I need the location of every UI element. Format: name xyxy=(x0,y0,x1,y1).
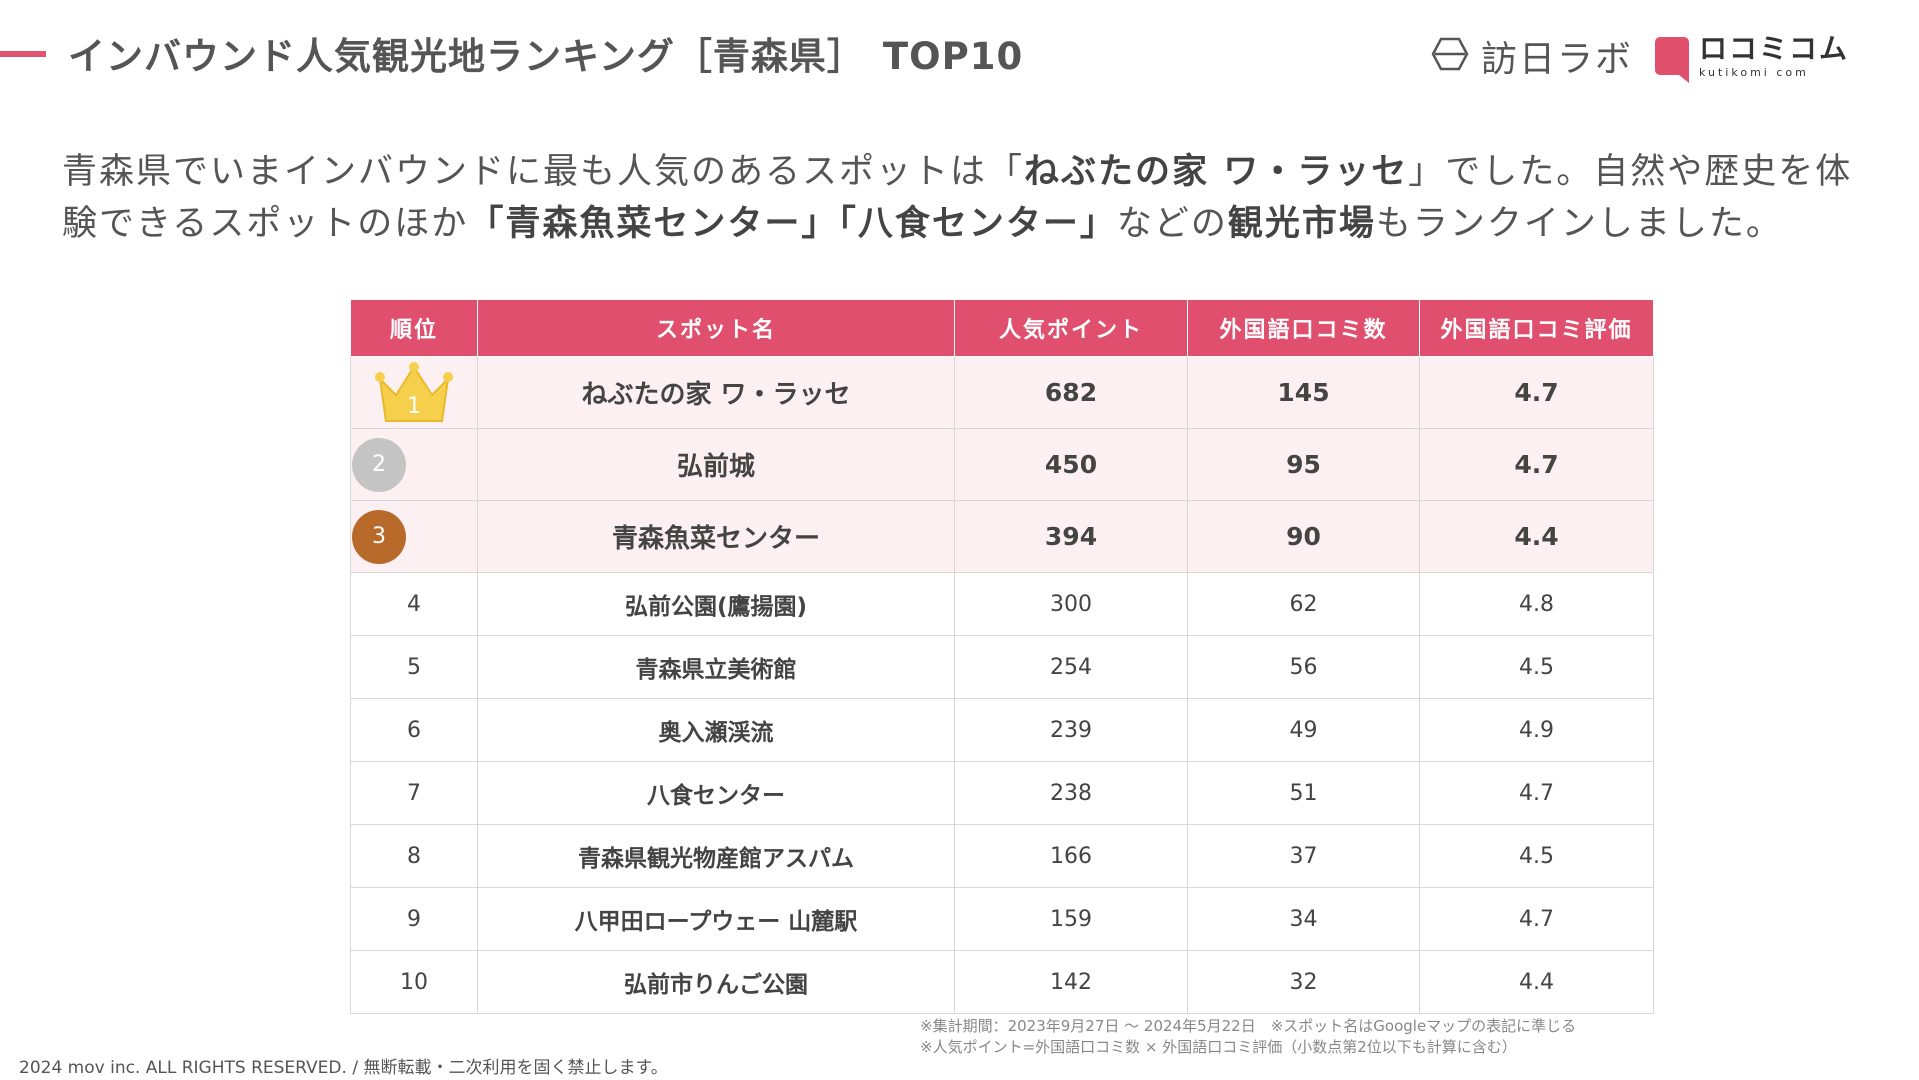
rating-cell: 4.7 xyxy=(1419,356,1654,429)
table-row: 9 八甲田ロープウェー 山麓駅 159 34 4.7 xyxy=(350,887,1654,951)
spot-name: 奥入瀬渓流 xyxy=(477,698,955,762)
table-row: 10 弘前市りんご公園 142 32 4.4 xyxy=(350,950,1654,1014)
kutikomi-logo-jp: ロコミコム xyxy=(1698,31,1849,65)
spot-name: 弘前公園(鷹揚園) xyxy=(477,572,955,636)
header-logos: 訪日ラボ ロコミコム kutikomi com xyxy=(1431,30,1849,83)
table-header-row: 順位 スポット名 人気ポイント 外国語口コミ数 外国語口コミ評価 xyxy=(350,299,1654,357)
title-accent-bar xyxy=(0,51,46,57)
review-count-cell: 56 xyxy=(1187,635,1420,699)
intro-bold-1: ねぶたの家 ワ・ラッセ xyxy=(1024,152,1409,192)
rank-cell: 4 xyxy=(350,572,478,636)
points-cell: 238 xyxy=(954,761,1188,825)
points-cell: 159 xyxy=(954,887,1188,951)
spot-name: 弘前城 xyxy=(477,428,955,501)
table-row: 7 八食センター 238 51 4.7 xyxy=(350,761,1654,825)
intro-text-4: もランクインしました。 xyxy=(1375,204,1783,244)
table-row: 4 弘前公園(鷹揚園) 300 62 4.8 xyxy=(350,572,1654,636)
spot-name: ねぶたの家 ワ・ラッセ xyxy=(477,356,955,429)
header-review-count: 外国語口コミ数 xyxy=(1187,299,1420,357)
header-spot: スポット名 xyxy=(477,299,955,357)
bronze-medal-icon: 3 xyxy=(352,509,406,564)
table-row: 5 青森県立美術館 254 56 4.5 xyxy=(350,635,1654,699)
footnotes: ※集計期間：2023年9月27日 ～ 2024年5月22日 ※スポット名はGoo… xyxy=(920,1016,1576,1058)
kutikomi-logo-en: kutikomi com xyxy=(1698,65,1809,79)
rank-number: 1 xyxy=(407,393,421,419)
rating-cell: 4.4 xyxy=(1419,950,1654,1014)
rank-cell: 1 xyxy=(350,356,478,429)
footnote-points-formula: ※人気ポイント=外国語口コミ数 × 外国語口コミ評価（小数点第2位以下も計算に含… xyxy=(920,1038,1517,1056)
points-cell: 682 xyxy=(954,356,1188,429)
spot-name: 青森県立美術館 xyxy=(477,635,955,699)
table-row: 6 奥入瀬渓流 239 49 4.9 xyxy=(350,698,1654,762)
intro-text-2: 」でした。自然や歴史を体験できるスポットのほか xyxy=(62,152,1853,244)
intro-text-3: などの xyxy=(1116,204,1228,244)
points-cell: 450 xyxy=(954,428,1188,501)
rating-cell: 4.7 xyxy=(1419,761,1654,825)
page-title-top10: TOP10 xyxy=(882,35,1024,78)
crown-icon: 1 xyxy=(374,361,454,425)
points-cell: 166 xyxy=(954,824,1188,888)
spot-name: 青森県観光物産館アスパム xyxy=(477,824,955,888)
ranking-table: 順位 スポット名 人気ポイント 外国語口コミ数 外国語口コミ評価 1 ねぶた xyxy=(350,299,1654,1014)
points-cell: 239 xyxy=(954,698,1188,762)
review-count-cell: 90 xyxy=(1187,500,1420,573)
rank-cell: 2 xyxy=(350,428,478,501)
review-count-cell: 32 xyxy=(1187,950,1420,1014)
header-points: 人気ポイント xyxy=(954,299,1188,357)
houni-labo-hexagon-icon xyxy=(1431,37,1469,75)
spot-name: 青森魚菜センター xyxy=(477,500,955,573)
kutikomi-logo: ロコミコム kutikomi com xyxy=(1654,31,1849,83)
rating-cell: 4.8 xyxy=(1419,572,1654,636)
points-cell: 254 xyxy=(954,635,1188,699)
rank-cell: 3 xyxy=(350,500,478,573)
rank-cell: 8 xyxy=(350,824,478,888)
copyright-notice: 2024 mov inc. ALL RIGHTS RESERVED. / 無断転… xyxy=(19,1058,668,1078)
rank-cell: 9 xyxy=(350,887,478,951)
review-count-cell: 34 xyxy=(1187,887,1420,951)
rank-cell: 6 xyxy=(350,698,478,762)
rank-cell: 7 xyxy=(350,761,478,825)
points-cell: 142 xyxy=(954,950,1188,1014)
houni-labo-logo: 訪日ラボ xyxy=(1431,30,1633,82)
houni-labo-logo-text: 訪日ラボ xyxy=(1480,39,1633,80)
rating-cell: 4.7 xyxy=(1419,428,1654,501)
table-row: 8 青森県観光物産館アスパム 166 37 4.5 xyxy=(350,824,1654,888)
points-cell: 300 xyxy=(954,572,1188,636)
review-count-cell: 37 xyxy=(1187,824,1420,888)
rating-cell: 4.4 xyxy=(1419,500,1654,573)
table-row: 2 弘前城 450 95 4.7 xyxy=(350,428,1654,501)
table-row: 3 青森魚菜センター 394 90 4.4 xyxy=(350,500,1654,573)
silver-medal-icon: 2 xyxy=(352,437,406,492)
footnote-period: ※集計期間：2023年9月27日 ～ 2024年5月22日 ※スポット名はGoo… xyxy=(920,1017,1577,1035)
page-title: インバウンド人気観光地ランキング［青森県］ TOP10 xyxy=(68,26,1023,80)
header-rank: 順位 xyxy=(350,299,478,357)
points-cell: 394 xyxy=(954,500,1188,573)
rating-cell: 4.7 xyxy=(1419,887,1654,951)
review-count-cell: 145 xyxy=(1187,356,1420,429)
spot-name: 八甲田ロープウェー 山麓駅 xyxy=(477,887,955,951)
page-title-main: インバウンド人気観光地ランキング［青森県］ xyxy=(68,35,865,78)
review-count-cell: 95 xyxy=(1187,428,1420,501)
header-review-rating: 外国語口コミ評価 xyxy=(1419,299,1654,357)
rank-cell: 5 xyxy=(350,635,478,699)
rating-cell: 4.5 xyxy=(1419,824,1654,888)
table-row: 1 ねぶたの家 ワ・ラッセ 682 145 4.7 xyxy=(350,356,1654,429)
rating-cell: 4.9 xyxy=(1419,698,1654,762)
intro-text-1: 青森県でいまインバウンドに最も人気のあるスポットは「 xyxy=(62,152,1025,192)
review-count-cell: 62 xyxy=(1187,572,1420,636)
review-count-cell: 49 xyxy=(1187,698,1420,762)
kutikomi-speech-bubble-icon xyxy=(1654,37,1689,83)
spot-name: 弘前市りんご公園 xyxy=(477,950,955,1014)
intro-paragraph: 青森県でいまインバウンドに最も人気のあるスポットは「ねぶたの家 ワ・ラッセ」でし… xyxy=(62,146,1862,250)
intro-bold-3: 観光市場 xyxy=(1227,204,1376,244)
spot-name: 八食センター xyxy=(477,761,955,825)
review-count-cell: 51 xyxy=(1187,761,1420,825)
rank-cell: 10 xyxy=(350,950,478,1014)
rating-cell: 4.5 xyxy=(1419,635,1654,699)
intro-bold-2: 「青森魚菜センター」「八食センター」 xyxy=(468,204,1117,244)
